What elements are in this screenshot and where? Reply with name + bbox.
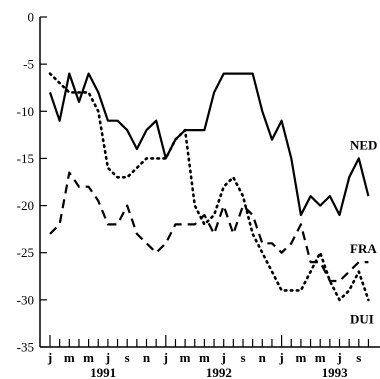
series-line-dui bbox=[48, 72, 370, 302]
x-tick-label: s bbox=[240, 350, 245, 365]
year-label: 1993 bbox=[322, 365, 349, 379]
x-tick-label: j bbox=[278, 350, 283, 365]
year-label: 1991 bbox=[90, 365, 116, 379]
x-tick-label: j bbox=[47, 350, 52, 365]
x-tick-label: j bbox=[336, 350, 341, 365]
year-label: 1992 bbox=[206, 365, 232, 379]
series-label-ned: NED bbox=[350, 137, 377, 152]
y-tick-label: -5 bbox=[23, 57, 34, 72]
x-tick-label: j bbox=[221, 350, 226, 365]
y-tick-label: -30 bbox=[17, 292, 34, 307]
y-tick-label: -25 bbox=[17, 245, 34, 260]
series-label-fra: FRA bbox=[350, 241, 377, 256]
x-tick-label: j bbox=[163, 350, 168, 365]
y-tick-label: -35 bbox=[17, 340, 34, 355]
x-tick-label: n bbox=[259, 350, 267, 365]
y-axis: 0 -5 -10 -15 -20 -25 -30 -35 bbox=[17, 10, 47, 355]
x-tick-label: j bbox=[105, 350, 110, 365]
series-line-fra bbox=[49, 171, 369, 283]
y-tick-label: -15 bbox=[17, 151, 34, 166]
x-tick-label: m bbox=[83, 350, 94, 365]
x-tick-label: m bbox=[295, 350, 306, 365]
series-line-ned bbox=[48, 72, 370, 217]
series-layer bbox=[48, 72, 370, 302]
x-tick-label: m bbox=[180, 350, 191, 365]
x-tick-label: m bbox=[64, 350, 75, 365]
x-tick-label: s bbox=[356, 350, 361, 365]
x-tick-label: m bbox=[315, 350, 326, 365]
series-labels: NED FRA DUI bbox=[350, 137, 377, 326]
x-tick-label: s bbox=[125, 350, 130, 365]
series-label-dui: DUI bbox=[350, 312, 374, 327]
x-tick-label: m bbox=[199, 350, 210, 365]
y-tick-label: -20 bbox=[17, 198, 34, 213]
x-tick-label: n bbox=[143, 350, 151, 365]
y-tick-label: 0 bbox=[28, 10, 35, 25]
y-tick-label: -10 bbox=[17, 104, 34, 119]
